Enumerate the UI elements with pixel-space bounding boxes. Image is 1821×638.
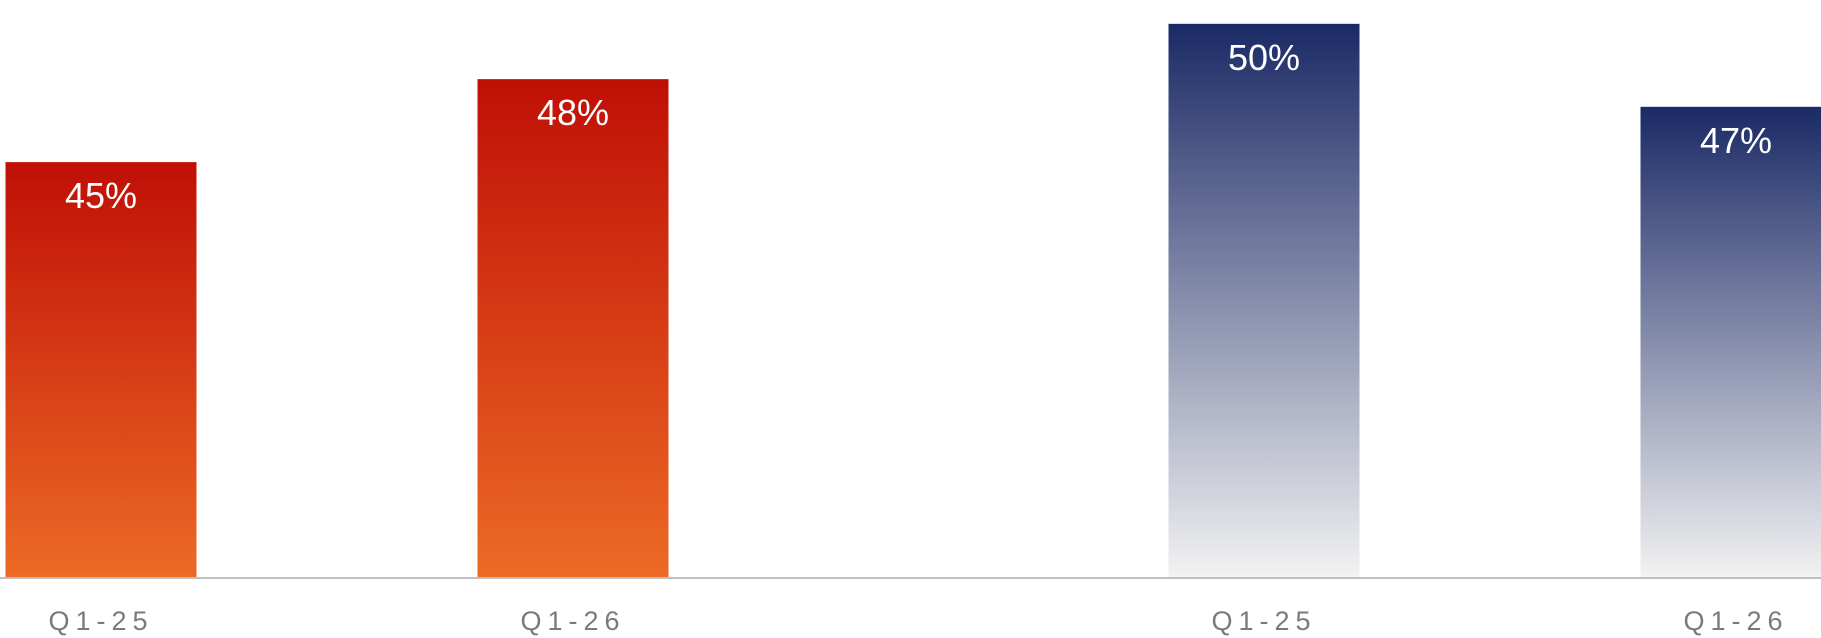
data-label-2: 48% (537, 92, 609, 133)
data-labels-layer: 45% 48% 50% 47% (65, 37, 1772, 216)
data-label-3: 50% (1228, 37, 1300, 78)
bars-layer (5, 23, 1821, 578)
data-label-1: 45% (65, 175, 137, 216)
x-tick-label-2: Q1-26 (520, 606, 625, 636)
bar-2 (477, 79, 669, 578)
bar-1 (5, 162, 197, 577)
x-tick-label-4: Q1-26 (1683, 606, 1788, 636)
bar-4 (1640, 106, 1821, 578)
x-tick-label-3: Q1-25 (1211, 606, 1316, 636)
data-label-4: 47% (1700, 120, 1772, 161)
bar-3 (1168, 23, 1360, 577)
x-tick-labels-layer: Q1-25 Q1-26 Q1-25 Q1-26 (48, 606, 1788, 636)
x-tick-label-1: Q1-25 (48, 606, 153, 636)
